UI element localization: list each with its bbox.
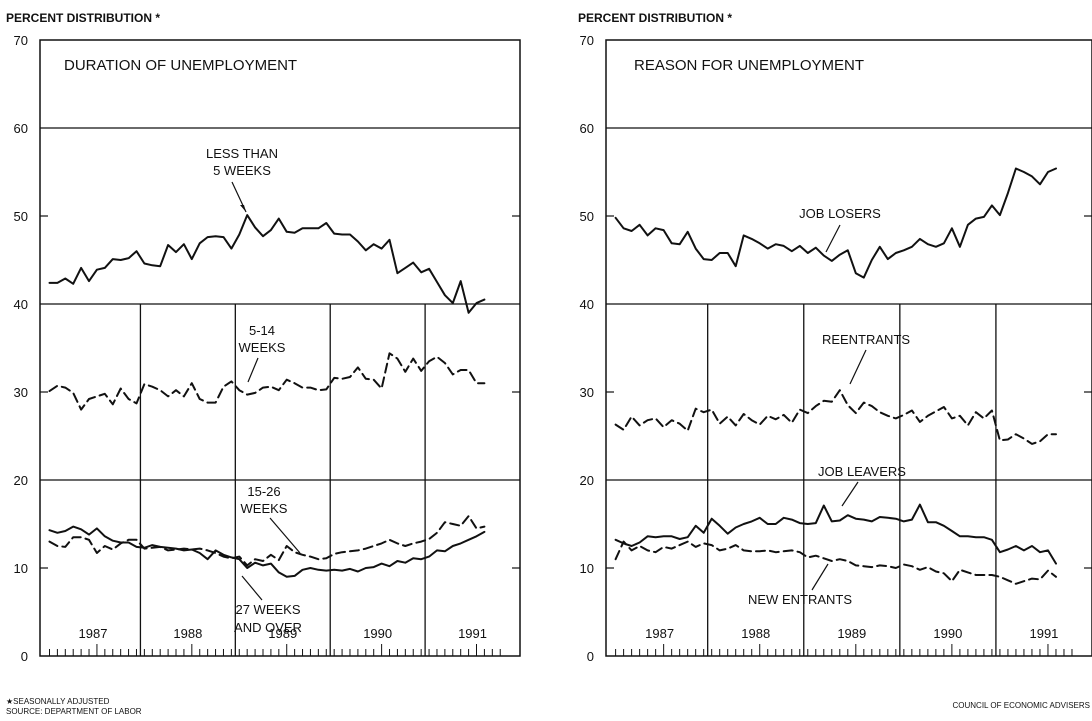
reason-panel: PERCENT DISTRIBUTION * REASON FOR UNEMPL… <box>578 11 1092 664</box>
duration-annotation-5-weeks: 5 WEEKS <box>213 163 271 178</box>
y-tick-label-10: 10 <box>580 561 594 576</box>
y-tick-label-20: 20 <box>14 473 28 488</box>
x-tick-label-1989: 1989 <box>837 626 866 641</box>
duration-arrowhead-less-than-5 <box>240 205 246 212</box>
duration-annotation-less-than: LESS THAN <box>206 146 278 161</box>
reason-chart-title: REASON FOR UNEMPLOYMENT <box>634 57 864 74</box>
duration-plot-frame <box>39 39 521 657</box>
duration-annotation-5-14-weeks: WEEKS <box>239 340 286 355</box>
y-tick-label-0: 0 <box>21 649 28 664</box>
y-tick-label-60: 60 <box>14 121 28 136</box>
y-tick-label-50: 50 <box>580 209 594 224</box>
reason-annotation-job-leavers: JOB LEAVERS <box>818 464 906 479</box>
duration-series <box>48 214 486 578</box>
footnote-seasonally-adjusted: ★SEASONALLY ADJUSTED <box>6 697 110 706</box>
reason-plot-frame <box>605 39 1092 657</box>
reason-arrow-new-entrants <box>811 563 829 591</box>
duration-x-ticks: 1987 1988 1989 1990 1991 <box>48 626 501 656</box>
y-tick-label-20: 20 <box>580 473 594 488</box>
y-tick-label-10: 10 <box>14 561 28 576</box>
duration-annotation-5-14: 5-14 <box>249 323 275 338</box>
series-line-reentrants <box>614 389 1057 445</box>
y-tick-label-0: 0 <box>587 649 594 664</box>
duration-panel: PERCENT DISTRIBUTION * DURATION OF UNEMP… <box>6 11 521 664</box>
duration-annotation-27-weeks: 27 WEEKS <box>235 602 300 617</box>
series-line-less-than-5-weeks <box>48 214 486 314</box>
reason-x-ticks: 1987 1988 1989 1990 1991 <box>615 626 1073 656</box>
x-tick-label-1987: 1987 <box>79 626 108 641</box>
duration-arrow-15-26 <box>269 517 301 554</box>
x-tick-label-1989: 1989 <box>268 626 297 641</box>
x-tick-label-1987: 1987 <box>645 626 674 641</box>
footnote-source: SOURCE: DEPARTMENT OF LABOR <box>6 707 142 716</box>
duration-arrow-27-weeks <box>241 575 263 601</box>
reason-grid <box>606 127 1092 656</box>
y-tick-label-30: 30 <box>14 385 28 400</box>
reason-series <box>614 167 1057 585</box>
y-tick-label-40: 40 <box>580 297 594 312</box>
reason-annotation-new-entrants: NEW ENTRANTS <box>748 592 852 607</box>
reason-arrow-job-leavers <box>841 481 859 507</box>
reason-y-ticks: 0 10 20 30 40 50 60 70 <box>580 33 594 664</box>
reason-annotation-job-losers: JOB LOSERS <box>799 206 881 221</box>
duration-annotation-15-26-weeks: WEEKS <box>241 501 288 516</box>
y-tick-label-40: 40 <box>14 297 28 312</box>
duration-arrow-5-14 <box>247 357 259 383</box>
reason-y-axis-label: PERCENT DISTRIBUTION * <box>578 11 732 25</box>
series-line-job-leavers <box>614 503 1057 565</box>
y-tick-label-60: 60 <box>580 121 594 136</box>
reason-arrow-reentrants <box>849 349 867 385</box>
y-tick-label-50: 50 <box>14 209 28 224</box>
x-tick-label-1988: 1988 <box>741 626 770 641</box>
duration-annotation-and-over: AND OVER <box>234 620 302 635</box>
duration-chart-title: DURATION OF UNEMPLOYMENT <box>64 57 297 74</box>
duration-y-axis-label: PERCENT DISTRIBUTION * <box>6 11 160 25</box>
y-tick-label-30: 30 <box>580 385 594 400</box>
x-tick-label-1988: 1988 <box>173 626 202 641</box>
series-line-27-weeks-and-over <box>48 525 486 578</box>
y-tick-label-70: 70 <box>580 33 594 48</box>
duration-y-ticks: 0 10 20 30 40 50 60 70 <box>14 33 28 664</box>
series-line-new-entrants <box>614 540 1057 585</box>
credit-council: COUNCIL OF ECONOMIC ADVISERS <box>953 701 1091 710</box>
series-line-job-losers <box>614 167 1057 279</box>
x-tick-label-1991: 1991 <box>1029 626 1058 641</box>
x-tick-label-1990: 1990 <box>933 626 962 641</box>
x-tick-label-1991: 1991 <box>458 626 487 641</box>
y-tick-label-70: 70 <box>14 33 28 48</box>
x-tick-label-1990: 1990 <box>363 626 392 641</box>
reason-arrow-job-losers <box>825 224 841 253</box>
duration-grid <box>40 127 520 656</box>
reason-annotation-reentrants: REENTRANTS <box>822 332 910 347</box>
series-line-5-14-weeks <box>48 352 486 411</box>
duration-annotation-15-26: 15-26 <box>247 484 280 499</box>
